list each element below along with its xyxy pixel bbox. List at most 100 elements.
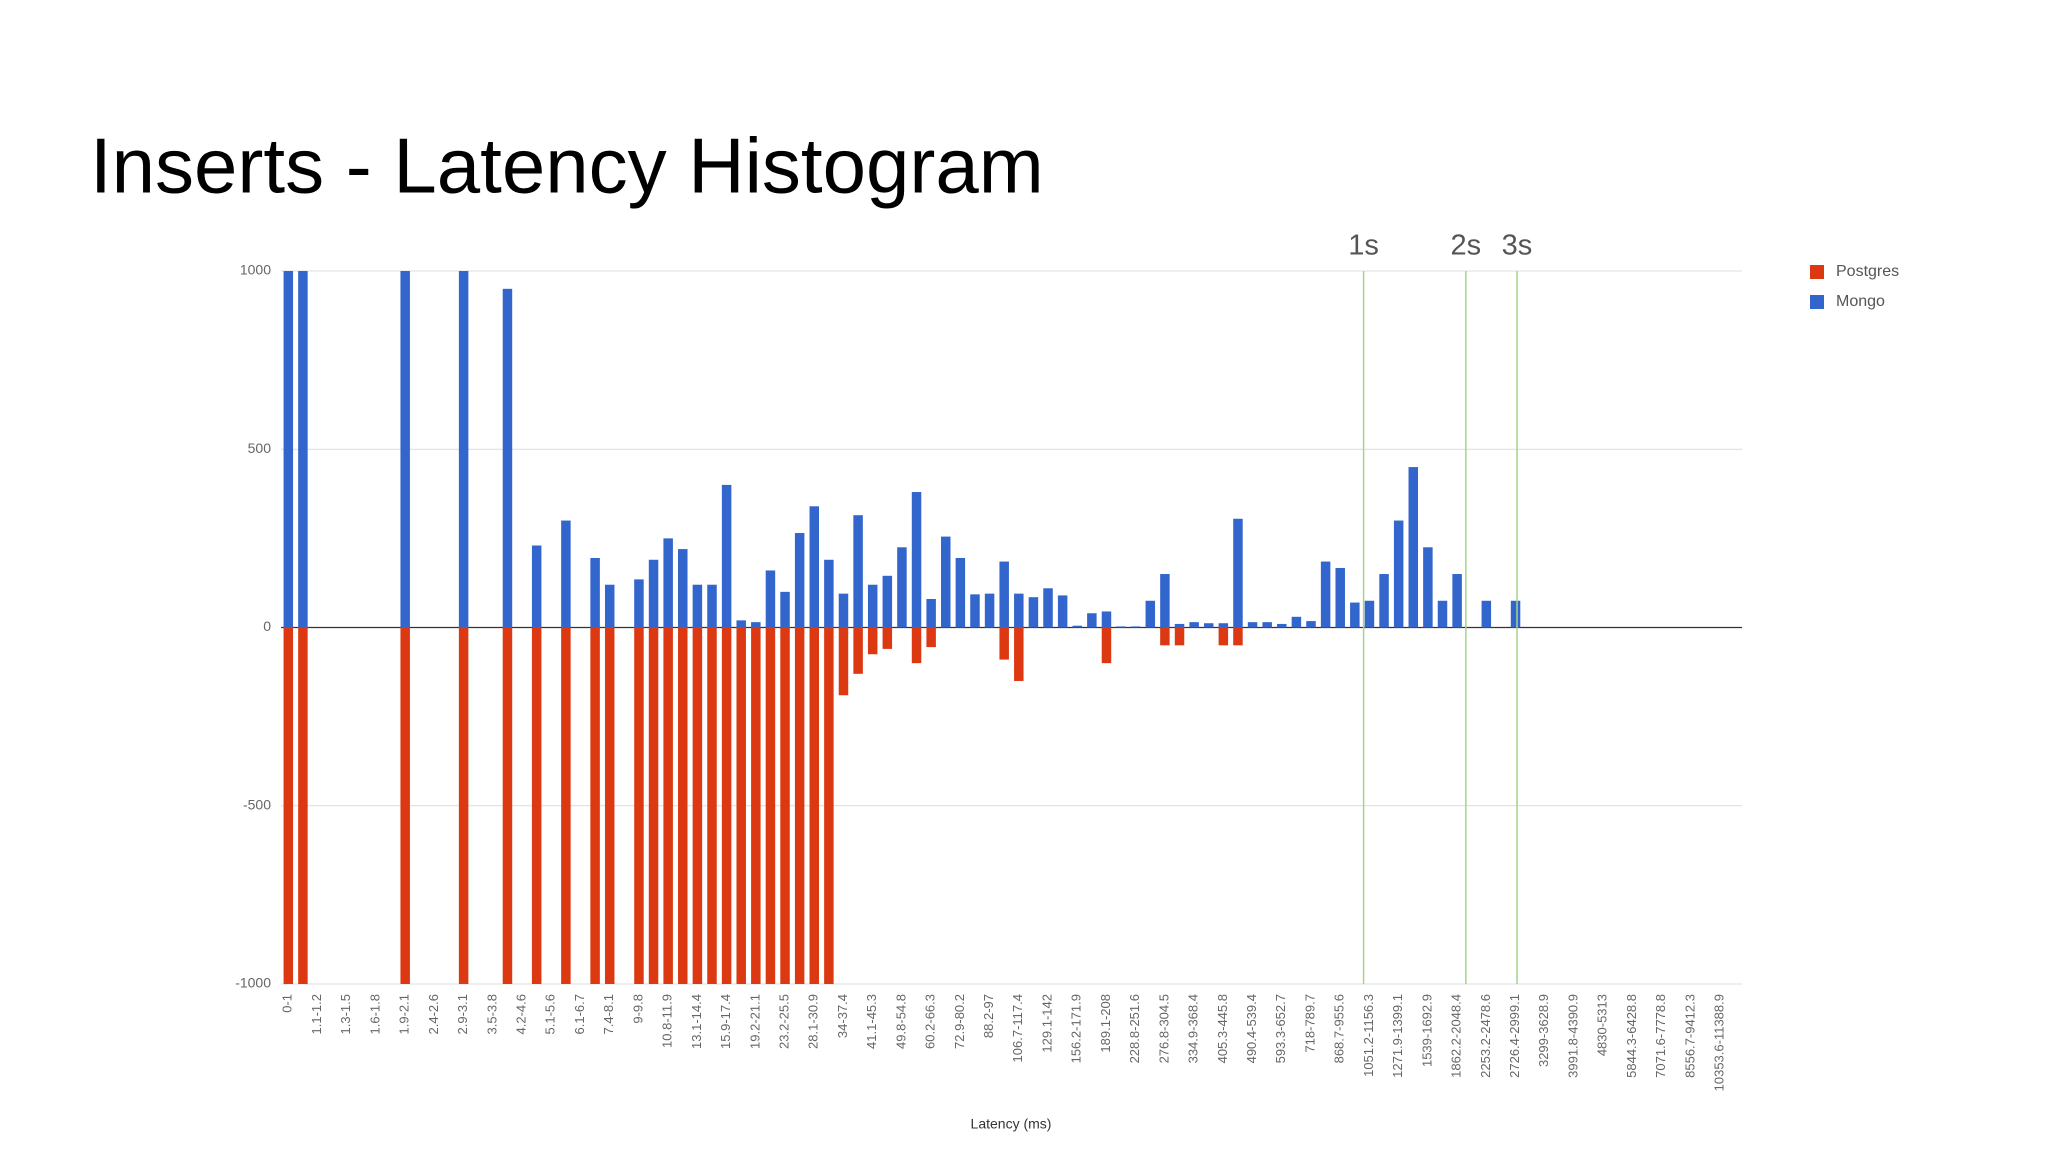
legend-label: Mongo (1836, 293, 1885, 310)
annotation-label: 2s (1451, 230, 1482, 262)
bar (867, 584, 878, 628)
x-tick-label: 1.1-1.2 (309, 994, 324, 1034)
bar (707, 627, 717, 984)
y-tick-label: -500 (243, 796, 271, 812)
bar (926, 627, 936, 648)
bar (1130, 626, 1141, 628)
bar (1510, 600, 1521, 628)
bar (955, 557, 966, 628)
bar (926, 598, 936, 628)
bar (663, 538, 673, 628)
bar (1203, 623, 1214, 628)
bar (1262, 622, 1272, 628)
bar (999, 561, 1009, 628)
y-tick-label: 500 (248, 440, 272, 456)
bar (1320, 561, 1331, 628)
bar (1408, 467, 1419, 628)
x-tick-label: 60.2-66.3 (923, 994, 938, 1049)
x-tick-label: 405.3-445.8 (1215, 994, 1230, 1063)
bar (999, 627, 1009, 660)
bar (780, 591, 790, 628)
bar (502, 627, 513, 984)
x-tick-label: 72.9-80.2 (952, 994, 967, 1049)
bar (692, 627, 703, 984)
bar (678, 627, 688, 984)
bar (1291, 616, 1302, 628)
y-tick-label: 0 (263, 618, 271, 634)
x-tick-label: 5.1-5.6 (543, 994, 558, 1034)
bar (1101, 611, 1112, 628)
x-tick-label: 3.5-3.8 (484, 994, 499, 1034)
bar (824, 559, 834, 628)
bar (882, 627, 893, 649)
bar (765, 627, 776, 984)
x-tick-label: 0-1 (280, 994, 295, 1013)
x-tick-label: 334.9-368.4 (1186, 994, 1201, 1063)
bar (751, 622, 761, 628)
legend-swatch (1810, 265, 1824, 279)
y-tick-label: -1000 (235, 975, 271, 991)
bar (634, 579, 644, 628)
bar (941, 536, 951, 628)
bar (707, 584, 717, 628)
bar (502, 288, 513, 628)
x-tick-label: 490.4-539.4 (1244, 994, 1259, 1063)
bar (604, 627, 615, 984)
bar (1057, 595, 1068, 628)
bar (400, 627, 410, 984)
bar (458, 627, 469, 984)
annotation-label: 1s (1348, 230, 1379, 262)
bar (1014, 593, 1024, 628)
bar (1218, 627, 1229, 646)
bar (1174, 623, 1185, 628)
bar (721, 484, 732, 628)
x-tick-label: 2726.4-2999.1 (1507, 994, 1522, 1078)
x-tick-label: 88.2-97 (981, 994, 996, 1038)
bar (1423, 547, 1433, 628)
legend-label: Postgres (1836, 263, 1899, 280)
bar (458, 271, 469, 628)
bar (1072, 625, 1082, 628)
bar (634, 627, 644, 984)
x-tick-label: 189.1-208 (1098, 994, 1113, 1053)
bar (867, 627, 878, 655)
bar (590, 627, 600, 984)
x-tick-label: 129.1-142 (1039, 994, 1054, 1053)
x-tick-label: 9-9.8 (630, 994, 645, 1024)
x-tick-label: 1271.9-1399.1 (1390, 994, 1405, 1078)
bar (663, 627, 673, 984)
x-axis-label: Latency (ms) (971, 1116, 1052, 1132)
bar (736, 620, 746, 628)
x-tick-label: 1.6-1.8 (367, 994, 382, 1034)
bar (721, 627, 732, 984)
legend-swatch (1810, 295, 1824, 309)
x-tick-label: 15.9-17.4 (718, 994, 733, 1049)
bar (561, 520, 571, 628)
bar (809, 506, 820, 628)
bar (283, 271, 294, 628)
bar (809, 627, 820, 984)
bar (1306, 621, 1316, 628)
bar (531, 545, 542, 628)
x-tick-label: 8556.7-9412.3 (1682, 994, 1697, 1078)
x-tick-label: 49.8-54.8 (893, 994, 908, 1049)
bar (1393, 520, 1404, 628)
bar (1247, 622, 1258, 628)
y-tick-label: 1000 (240, 262, 271, 278)
bar (692, 584, 703, 628)
x-tick-label: 23.2-25.5 (776, 994, 791, 1049)
bar (1437, 600, 1448, 628)
bar (838, 593, 849, 628)
bar (853, 627, 863, 674)
bar (1452, 574, 1462, 628)
x-tick-label: 41.1-45.3 (864, 994, 879, 1049)
x-tick-label: 6.1-6.7 (572, 994, 587, 1034)
x-tick-label: 3991.8-4390.9 (1565, 994, 1580, 1078)
x-tick-label: 868.7-955.6 (1332, 994, 1347, 1063)
bar (794, 533, 805, 628)
x-tick-label: 1539-1692.9 (1419, 994, 1434, 1067)
x-tick-label: 3299-3628.9 (1536, 994, 1551, 1067)
bar (1350, 602, 1360, 628)
bar (853, 515, 863, 628)
